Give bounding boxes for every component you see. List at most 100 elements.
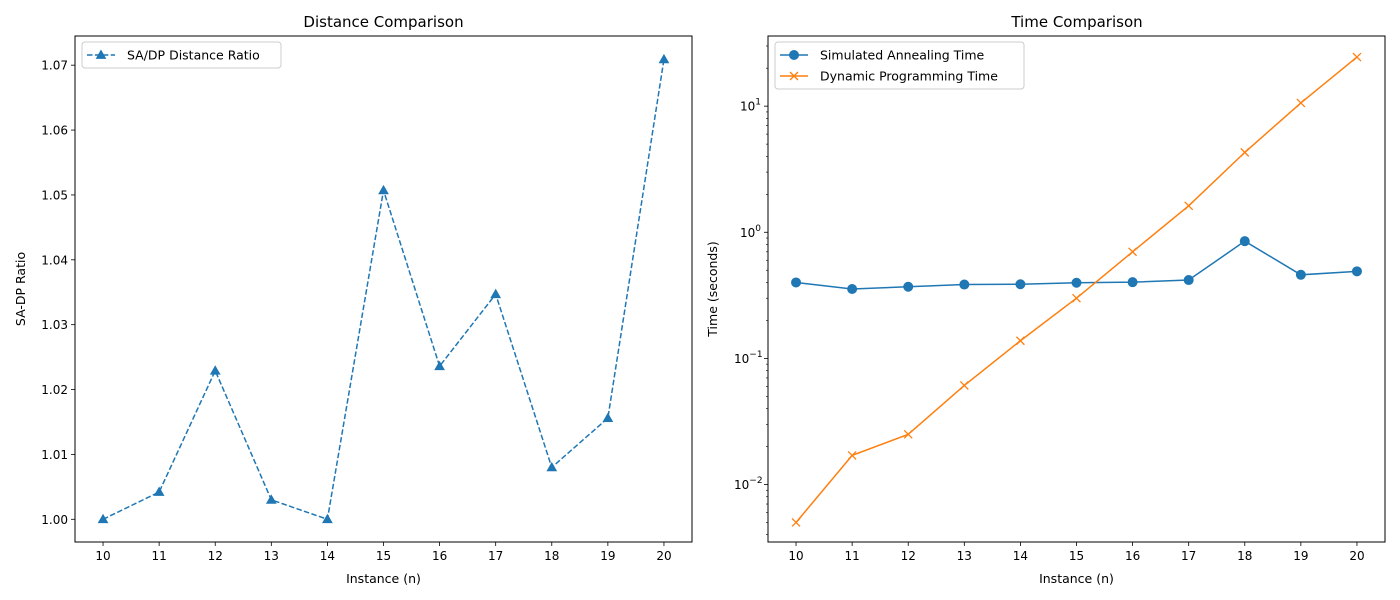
series-dynamic-programming-time-point: [1240, 147, 1250, 157]
chart-title: Time Comparison: [1010, 13, 1142, 31]
series-simulated-annealing-time-point: [959, 279, 970, 290]
series-simulated-annealing-time-point: [1127, 277, 1138, 288]
x-tick-label: 20: [656, 549, 671, 563]
series-layer: [97, 53, 670, 524]
series-sa-dp-distance-ratio-point: [490, 288, 502, 299]
series-sa-dp-distance-ratio-point: [602, 412, 614, 422]
series-dynamic-programming-time-point: [903, 429, 913, 439]
y-tick-label: 1.03: [41, 318, 68, 332]
legend-marker-stroke-b: [789, 71, 799, 81]
x-tick-label: 16: [432, 549, 447, 563]
x-tick-label: 16: [1125, 549, 1140, 563]
series-sa-dp-distance-ratio-point: [434, 360, 445, 371]
y-axis-ticks: 10−2 10−1 100 101: [734, 45, 768, 535]
series-dynamic-programming-time-point: [847, 450, 857, 460]
y-tick-label: 1.02: [41, 383, 68, 397]
distance-comparison-chart: Distance Comparison 1.00 1.01 1.02 1.03 1.04…: [13, 13, 693, 586]
y-tick-label: 101: [740, 98, 761, 114]
series-dynamic-programming-time-point: [959, 380, 969, 390]
y-tick-label: 100: [740, 224, 761, 240]
series-simulated-annealing-time-point: [847, 283, 858, 294]
series-sa-dp-distance-ratio-point: [546, 461, 558, 472]
series-sa-dp-distance-ratio-point: [97, 513, 109, 524]
x-tick-label: 13: [957, 549, 972, 563]
series-dynamic-programming-time-point: [1072, 293, 1081, 303]
y-tick-label: 10−1: [734, 350, 763, 366]
legend-marker: [789, 71, 799, 81]
series-dynamic-programming-time-point-stroke-b: [959, 380, 969, 390]
series-dynamic-programming-time-point-stroke-b: [1072, 293, 1081, 303]
y-tick-label: 1.01: [41, 448, 68, 462]
legend-box: [81, 41, 282, 69]
x-tick-label: 19: [600, 549, 615, 563]
x-tick-label: 18: [544, 549, 559, 563]
x-tick-label: 20: [1349, 549, 1364, 563]
series-dynamic-programming-time-point-stroke-b: [1352, 52, 1362, 62]
chart-title: Distance Comparison: [303, 13, 463, 31]
legend-marker: [789, 50, 799, 60]
series-dynamic-programming-time-point: [1184, 201, 1194, 211]
x-tick-label: 14: [1013, 549, 1028, 563]
series-simulated-annealing-time-point: [1183, 275, 1194, 286]
x-tick-label: 15: [1069, 549, 1084, 563]
series-sa-dp-distance-ratio-point: [322, 513, 333, 524]
series-dynamic-programming-time-point-stroke-b: [1296, 98, 1306, 108]
y-axis-label: SA-DP Ratio: [13, 252, 28, 326]
x-axis-ticks: 10 11 12 13 14 15 16 17 18 19 20: [788, 542, 1365, 563]
x-tick-label: 19: [1293, 549, 1308, 563]
y-axis-ticks: 1.00 1.01 1.02 1.03 1.04 1.05 1.06 1.07: [41, 59, 75, 527]
x-axis-label: Instance (n): [346, 571, 421, 586]
series-simulated-annealing-time-point: [1239, 236, 1250, 247]
y-tick-label: 1.06: [41, 124, 68, 138]
y-tick-label: 1.00: [41, 513, 68, 527]
legend-marker: [95, 49, 107, 59]
y-axis-label: Time (seconds): [705, 241, 720, 337]
series-dynamic-programming-time-point: [1015, 336, 1025, 346]
y-tick-label: 1.04: [41, 253, 68, 267]
legend-symbol-simulated-annealing-time: [780, 50, 808, 60]
legend-symbol-dynamic-programming-time: [780, 71, 808, 81]
series-dynamic-programming-time-point-stroke-b: [1184, 201, 1194, 211]
series-simulated-annealing-time-point: [1071, 277, 1082, 288]
x-axis-label: Instance (n): [1039, 571, 1114, 586]
series-dynamic-programming-time-point-stroke-b: [1015, 336, 1025, 346]
series-dynamic-programming-time-point-stroke-b: [1240, 147, 1250, 157]
series-simulated-annealing-time-point: [1015, 279, 1026, 290]
x-tick-label: 17: [1181, 549, 1196, 563]
legend-label-simulated-annealing-time: Simulated Annealing Time: [820, 48, 985, 63]
series-sa-dp-distance-ratio-point: [153, 486, 165, 496]
series-layer: [791, 52, 1362, 527]
x-tick-label: 17: [488, 549, 503, 563]
x-tick-label: 10: [788, 549, 803, 563]
series-dynamic-programming-time-point-stroke-b: [791, 518, 801, 527]
x-tick-label: 15: [376, 549, 391, 563]
x-tick-label: 11: [151, 549, 166, 563]
series-dynamic-programming-time-point: [791, 518, 801, 527]
series-sa-dp-distance-ratio-point: [378, 184, 389, 195]
series-dynamic-programming-time-point: [1296, 98, 1306, 108]
x-axis-ticks: 10 11 12 13 14 15 16 17 18 19 20: [95, 542, 672, 563]
series-dynamic-programming-time-point-stroke-b: [847, 450, 857, 460]
series-dynamic-programming-time-point-stroke-b: [903, 429, 913, 439]
x-tick-label: 10: [95, 549, 110, 563]
series-simulated-annealing-time-point: [1351, 266, 1362, 277]
series-sa-dp-distance-ratio-point: [265, 494, 277, 504]
series-simulated-annealing-time-point: [903, 281, 914, 292]
legend-label-dynamic-programming-time: Dynamic Programming Time: [820, 69, 998, 84]
legend: Simulated Annealing Time Dynamic Program…: [774, 41, 1025, 90]
legend: SA/DP Distance Ratio: [81, 41, 282, 69]
x-tick-label: 11: [844, 549, 859, 563]
y-tick-label: 1.07: [41, 59, 68, 73]
x-tick-label: 18: [1237, 549, 1252, 563]
series-dynamic-programming-time-point-stroke-b: [1128, 247, 1138, 257]
series-dynamic-programming-time-point: [1352, 52, 1362, 62]
series-simulated-annealing-time-point: [791, 277, 802, 288]
series-dynamic-programming-time-point: [1128, 247, 1138, 257]
x-tick-label: 13: [264, 549, 279, 563]
x-tick-label: 12: [208, 549, 223, 563]
y-tick-label: 1.05: [41, 188, 68, 202]
series-sa-dp-distance-ratio-point: [658, 53, 670, 64]
